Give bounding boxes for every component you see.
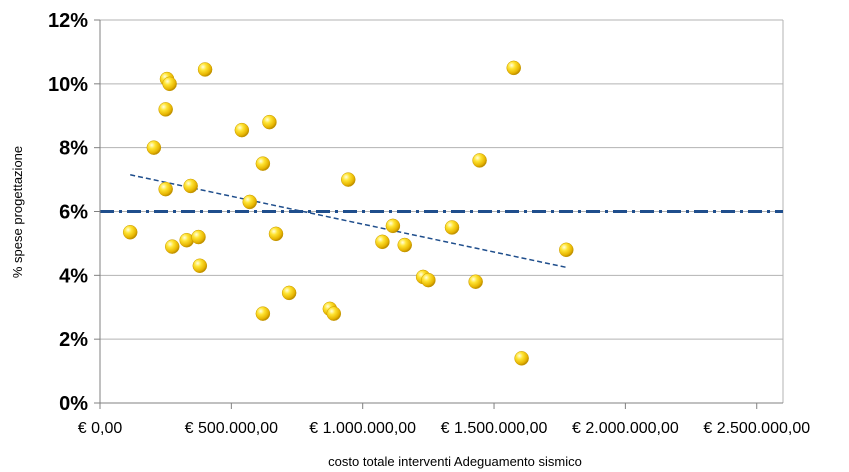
x-axis-title: costo totale interventi Adeguamento sism… <box>328 454 582 469</box>
data-point <box>242 194 257 210</box>
y-tick-label: 2% <box>59 329 88 351</box>
axes <box>94 19 783 409</box>
data-point <box>191 229 206 245</box>
data-point <box>559 242 574 258</box>
y-tick-label: 6% <box>59 202 88 224</box>
x-tick-label: € 2.000.000,00 <box>572 420 679 437</box>
x-tick-label: € 500.000,00 <box>185 420 279 437</box>
data-point <box>146 140 162 155</box>
data-point <box>472 153 487 168</box>
data-point <box>262 114 277 130</box>
data-point <box>122 224 138 240</box>
data-point <box>421 272 436 288</box>
data-point <box>444 220 460 235</box>
data-point <box>326 306 342 321</box>
data-point <box>397 237 412 253</box>
y-tick-label: 4% <box>59 265 88 287</box>
data-point <box>468 274 483 289</box>
data-point <box>234 122 250 138</box>
y-tick-label: 10% <box>48 74 88 96</box>
data-points <box>122 60 574 366</box>
data-point <box>197 62 213 77</box>
data-point <box>255 156 271 171</box>
data-point <box>268 226 284 242</box>
data-point <box>385 218 401 234</box>
data-point <box>281 285 297 301</box>
data-point <box>375 234 390 250</box>
data-point <box>340 172 356 187</box>
tick-labels: 0% 2% 4% 6% 8% 10% 12% € 0,00 € 500.000,00 € 1.00… <box>48 10 810 437</box>
data-point <box>506 60 521 76</box>
x-tick-label: € 1.500.000,00 <box>441 420 548 437</box>
data-point <box>192 258 208 274</box>
data-point <box>162 76 177 92</box>
data-point <box>164 239 180 254</box>
data-point <box>514 351 529 366</box>
data-point <box>183 178 198 194</box>
data-point <box>158 181 173 197</box>
x-tick-label: € 0,00 <box>78 420 123 437</box>
data-point <box>158 102 173 117</box>
y-tick-label: 12% <box>48 10 88 32</box>
y-tick-label: 0% <box>59 393 88 415</box>
x-tick-label: € 2.500.000,00 <box>703 420 810 437</box>
y-tick-label: 8% <box>59 138 88 160</box>
trendline-layer <box>130 174 567 269</box>
y-axis-title: % spese progettazione <box>10 146 25 278</box>
data-point <box>255 306 271 321</box>
trendline <box>130 174 567 269</box>
x-tick-label: € 1.000.000,00 <box>309 420 416 437</box>
